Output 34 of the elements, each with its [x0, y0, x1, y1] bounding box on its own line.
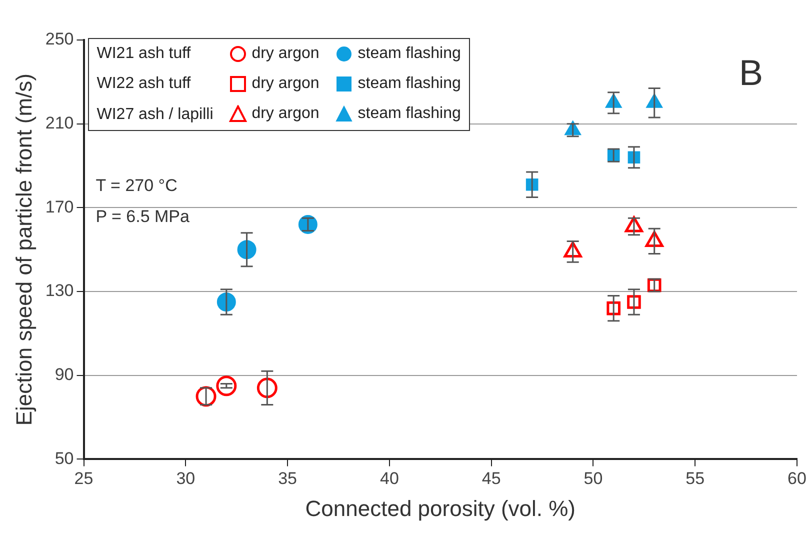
annotation: T = 270 °C [96, 176, 178, 196]
y-tick-label: 250 [45, 30, 74, 49]
y-tick-label: 50 [54, 448, 74, 468]
annotation: P = 6.5 MPa [96, 207, 190, 227]
legend-label: steam flashing [356, 106, 461, 123]
x-tick-label: 35 [278, 469, 298, 488]
legend-label: dry argon [250, 45, 320, 62]
legend-label: steam flashing [356, 45, 461, 62]
annotation: B [739, 52, 764, 94]
x-tick-label: 40 [380, 469, 399, 488]
annotation: WI22 ash tuff [96, 74, 192, 94]
point [627, 295, 641, 309]
x-tick-label: 25 [74, 469, 94, 488]
x-tick-label: 55 [686, 469, 705, 488]
point [298, 214, 318, 234]
x-axis-title: Connected porosity (vol. %) [305, 496, 576, 521]
x-tick-label: 30 [176, 469, 196, 488]
y-tick-label: 90 [54, 365, 74, 384]
y-axis-title: Ejection speed of particle front (m/s) [11, 74, 36, 426]
legend-label: dry argon [250, 106, 320, 123]
y-tick-label: 210 [45, 114, 74, 133]
annotation: WI21 ash tuff [96, 44, 192, 64]
point [256, 378, 278, 398]
legend-label: dry argon [250, 75, 320, 92]
point [196, 386, 216, 407]
x-tick-label: 50 [584, 469, 603, 488]
x-tick-label: 45 [482, 469, 501, 488]
x-tick-label: 60 [788, 469, 806, 488]
annotation: WI27 ash / lapilli [96, 104, 214, 125]
legend-label: steam flashing [356, 75, 461, 92]
y-tick-label: 130 [45, 281, 74, 300]
y-tick-label: 170 [45, 197, 74, 216]
point [216, 376, 237, 396]
point [606, 301, 621, 316]
